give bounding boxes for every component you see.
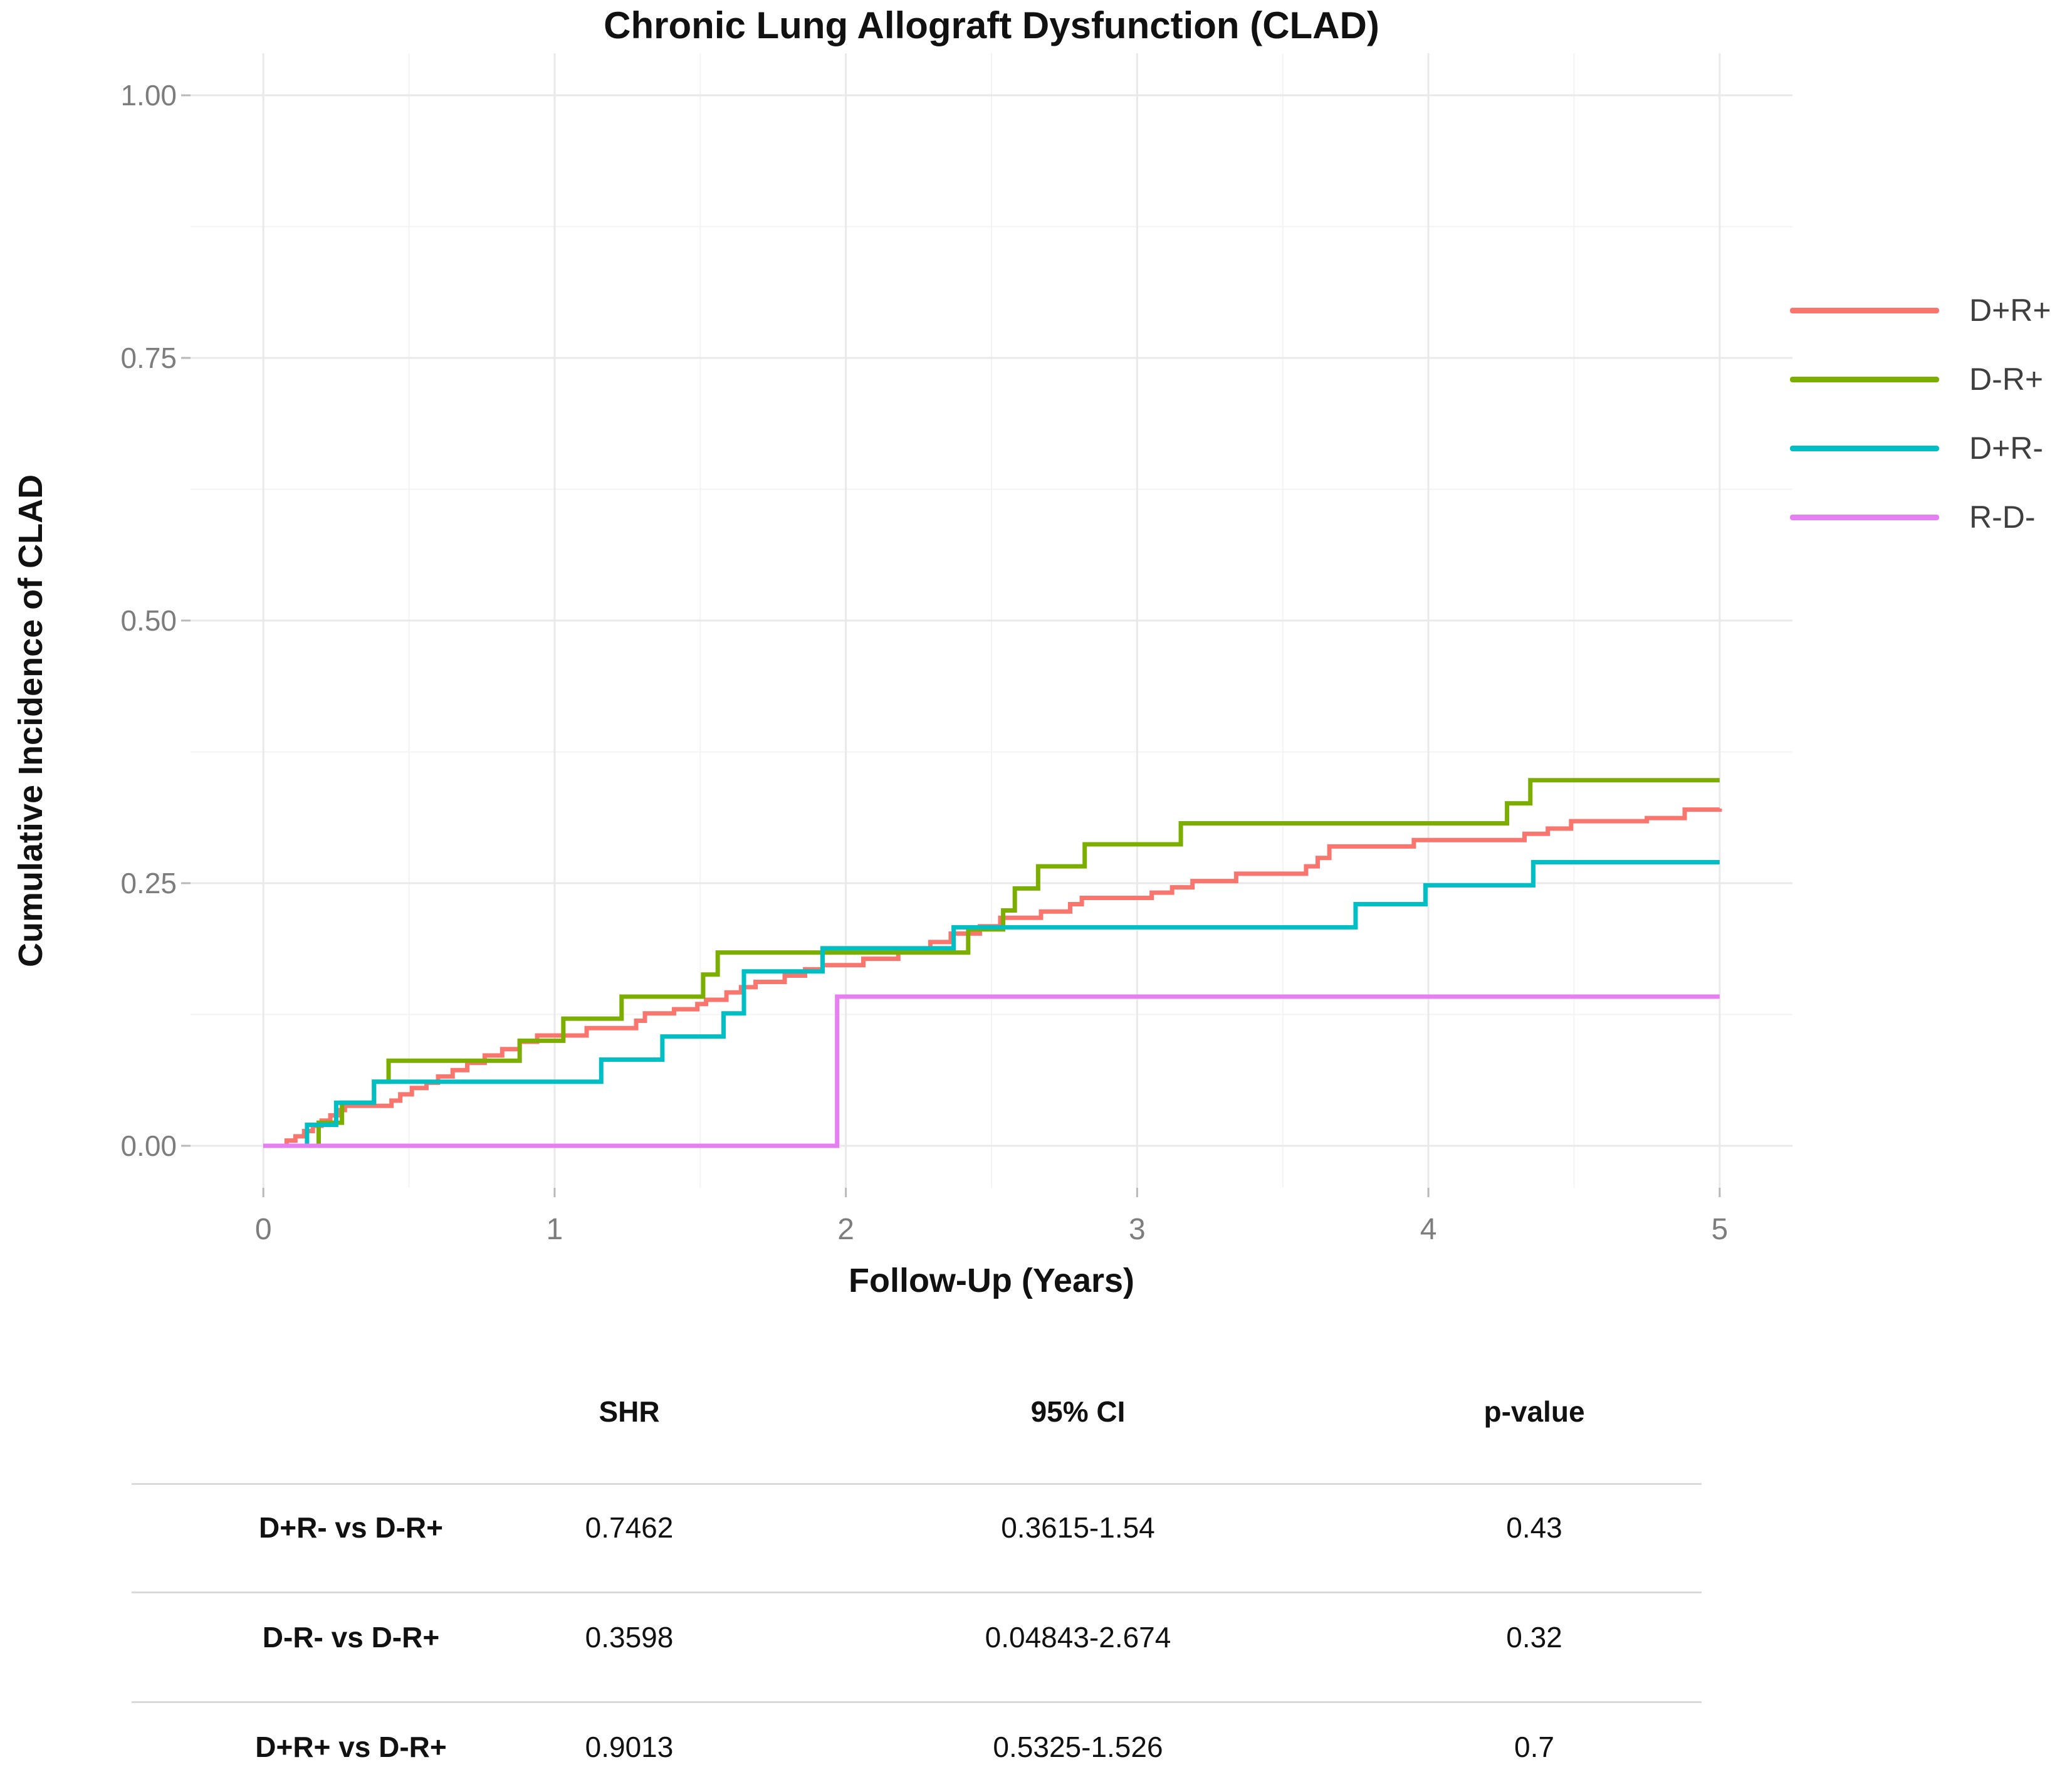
table-rule (132, 1591, 1702, 1593)
legend-label: D+R- (1969, 431, 2044, 466)
row-ci: 0.04843-2.674 (985, 1621, 1171, 1654)
legend-entry: D-R+ (1790, 345, 2072, 414)
x-tick-label: 3 (1129, 1213, 1146, 1246)
legend-label: D-R+ (1969, 362, 2044, 397)
x-tick-label: 5 (1711, 1213, 1729, 1246)
legend-line-swatch (1790, 376, 1939, 382)
table-rule (132, 1701, 1702, 1703)
row-pvalue: 0.32 (1506, 1621, 1562, 1654)
y-tick-label: 1.00 (120, 79, 177, 112)
legend-label: R-D- (1969, 500, 2036, 535)
legend-entry: R-D- (1790, 483, 2072, 552)
row-comparison: D+R+ vs D-R+ (255, 1731, 447, 1763)
curve-D+R- (263, 859, 1720, 1148)
row-pvalue: 0.7 (1514, 1731, 1554, 1763)
legend-line-swatch (1790, 307, 1939, 313)
table-rule (132, 1483, 1702, 1485)
x-tick-label: 0 (254, 1213, 272, 1246)
plot-area (181, 53, 1792, 1197)
legend-line-swatch (1790, 445, 1939, 451)
legend-entry: D+R- (1790, 414, 2072, 483)
row-ci: 0.3615-1.54 (1001, 1511, 1155, 1544)
row-shr: 0.3598 (585, 1621, 674, 1654)
table-header-shr: SHR (599, 1395, 660, 1428)
row-comparison: D+R- vs D-R+ (259, 1511, 443, 1544)
x-axis-title: Follow-Up (Years) (848, 1262, 1135, 1299)
x-tick-label: 2 (837, 1213, 854, 1246)
row-shr: 0.9013 (585, 1731, 674, 1763)
x-tick-label: 4 (1420, 1213, 1437, 1246)
y-tick-label: 0.50 (120, 604, 177, 637)
curve-R-D- (263, 994, 1720, 1148)
table-header-pvalue: p-value (1483, 1395, 1585, 1428)
table-header-ci: 95% CI (1030, 1395, 1126, 1428)
chart-title: Chronic Lung Allograft Dysfunction (CLAD… (604, 4, 1379, 46)
x-tick-label: 1 (546, 1213, 563, 1246)
row-pvalue: 0.43 (1506, 1511, 1562, 1544)
y-tick-label: 0.00 (120, 1129, 177, 1162)
y-tick-label: 0.75 (120, 342, 177, 375)
legend-line-swatch (1790, 514, 1939, 520)
row-ci: 0.5325-1.526 (993, 1731, 1163, 1763)
row-shr: 0.7462 (585, 1511, 674, 1544)
legend: D+R+ D-R+ D+R- R-D- (1790, 276, 2072, 552)
row-comparison: D-R- vs D-R+ (262, 1621, 440, 1654)
y-tick-label: 0.25 (120, 866, 177, 899)
legend-entry: D+R+ (1790, 276, 2072, 345)
legend-label: D+R+ (1969, 293, 2051, 328)
curve-D+R+ (263, 807, 1722, 1148)
